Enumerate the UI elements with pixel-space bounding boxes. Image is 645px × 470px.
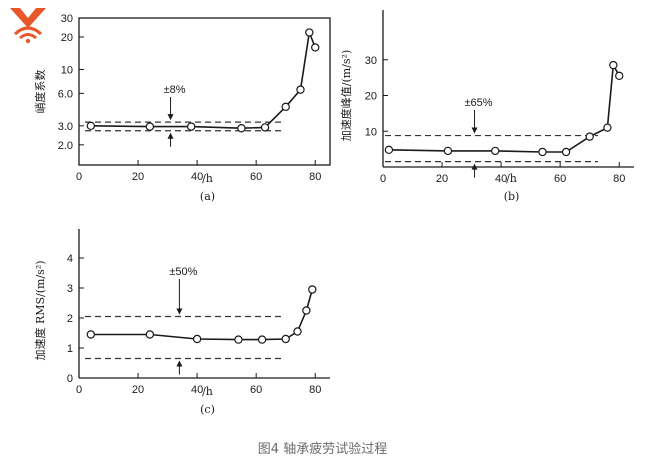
data-point-a: [86, 121, 96, 131]
data-point-a: [187, 122, 196, 131]
data-point-b: [538, 147, 547, 157]
tolerance-annotation-b: ±65%: [465, 97, 493, 109]
data-point-c: [257, 335, 267, 344]
arrow-down-head-c: [176, 308, 183, 315]
x-tick-label-b: 0: [380, 173, 386, 185]
x-axis-label-a: /h: [202, 172, 213, 185]
panel-label-c: (c): [200, 403, 215, 416]
x-axis-label-b: /h: [506, 172, 517, 185]
x-axis-label-c: /h: [202, 385, 213, 398]
tolerance-annotation-c: ±50%: [169, 266, 197, 278]
x-tick-label-a: 80: [309, 171, 321, 183]
data-point-c: [302, 306, 311, 315]
y-tick-label-a: 3.0: [58, 121, 73, 133]
x-tick-label-b: 40: [495, 173, 507, 185]
data-point-b: [585, 132, 594, 141]
data-point-a: [260, 123, 270, 132]
y-tick-label-a: 6.0: [58, 88, 73, 100]
data-point-b: [609, 60, 618, 70]
data-point-b: [603, 123, 612, 132]
y-tick-label-c: 4: [67, 253, 73, 265]
plot-frame-a: [78, 17, 331, 166]
data-point-c: [281, 334, 290, 344]
data-point-b: [561, 147, 571, 157]
x-tick-label-c: 80: [309, 384, 321, 396]
y-tick-label-b: 10: [365, 126, 377, 138]
x-tick-label-a: 20: [132, 171, 144, 183]
data-point-a: [237, 124, 246, 133]
y-tick-label-a: 2.0: [58, 140, 73, 152]
panel-label-b: (b): [504, 190, 520, 203]
data-point-c: [145, 330, 155, 339]
y-axis-label-c: 加速度 RMS/(m/s²): [33, 260, 47, 360]
x-tick-label-a: 40: [191, 171, 203, 183]
data-point-a: [145, 122, 155, 131]
x-tick-label-b: 20: [436, 173, 448, 185]
series-line-b: [388, 62, 620, 153]
arrow-up-head-b: [471, 163, 478, 170]
arrow-up-head-c: [176, 360, 183, 367]
y-tick-label-c: 3: [67, 283, 73, 295]
x-tick-label-a: 60: [250, 171, 262, 183]
y-tick-label-c: 1: [67, 343, 73, 355]
y-tick-label-c: 2: [67, 313, 73, 325]
data-point-c: [86, 330, 96, 339]
data-point-a: [305, 28, 314, 37]
y-tick-label-c: 0: [67, 373, 73, 385]
data-point-c: [308, 285, 317, 294]
x-tick-label-c: 60: [250, 384, 262, 396]
y-axis-label-a: 峭度系数: [33, 70, 47, 114]
series-line-a: [90, 29, 316, 130]
data-point-c: [192, 334, 202, 344]
y-tick-label-a: 30: [61, 13, 73, 25]
wifi-logo-icon: [10, 8, 46, 44]
panel-label-a: (a): [200, 190, 215, 203]
y-tick-label-b: 20: [365, 91, 377, 103]
x-tick-label-b: 80: [613, 173, 625, 185]
x-tick-label-a: 0: [76, 171, 82, 183]
data-point-b: [384, 145, 394, 155]
figure-caption: 图4 轴承疲劳试验过程: [257, 442, 388, 457]
data-point-c: [234, 335, 243, 344]
arrow-down-head-b: [471, 127, 478, 134]
series-line-c: [90, 289, 314, 341]
arrow-up-head-a: [167, 132, 174, 139]
x-tick-label-c: 0: [76, 384, 82, 396]
y-tick-label-b: 30: [365, 55, 377, 67]
data-point-a: [296, 85, 305, 94]
tolerance-annotation-a: ±8%: [164, 84, 186, 96]
data-point-a: [281, 102, 290, 112]
x-tick-label-b: 60: [554, 173, 566, 185]
x-tick-label-c: 20: [132, 384, 144, 396]
y-tick-label-a: 10: [61, 64, 73, 76]
x-tick-label-c: 40: [191, 384, 203, 396]
data-point-c: [293, 327, 302, 336]
data-point-b: [443, 146, 453, 156]
data-point-b: [615, 71, 624, 81]
y-tick-label-a: 20: [61, 32, 73, 44]
data-point-b: [491, 146, 500, 156]
arrow-down-head-a: [167, 114, 174, 121]
y-axis-label-b: 加速度峰值/(m/s²): [339, 50, 353, 141]
data-point-a: [311, 43, 320, 52]
